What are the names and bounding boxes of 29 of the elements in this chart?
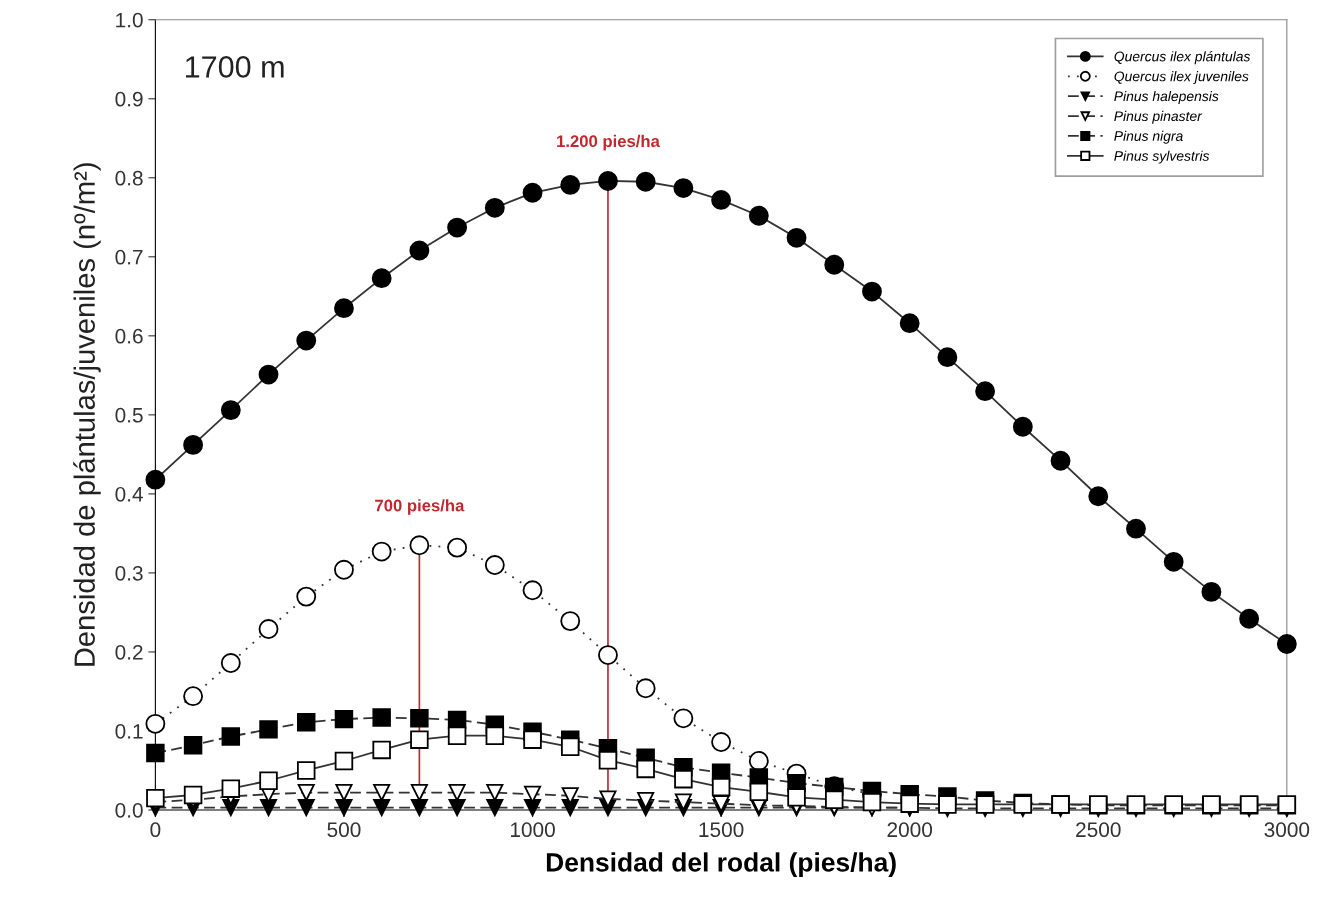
legend-label: Pinus pinaster	[1114, 110, 1203, 124]
legend-label: Pinus halepensis	[1114, 90, 1219, 104]
y-tick-label: 0.2	[115, 644, 143, 660]
x-tick-label: 1500	[699, 822, 744, 838]
y-tick-label: 0.9	[115, 91, 143, 107]
annotation: 1700 m	[185, 56, 284, 78]
y-tick-label: 0.3	[115, 565, 143, 581]
x-tick-label: 1000	[510, 822, 555, 838]
y-tick-label: 0.4	[115, 486, 143, 502]
legend-label: Pinus nigra	[1114, 130, 1183, 144]
y-tick-label: 0.7	[115, 249, 143, 265]
y-tick-label: 0.6	[115, 328, 143, 344]
y-tick-label: 0.5	[115, 407, 143, 423]
annotation: 700 pies/ha	[375, 499, 465, 515]
x-axis-title: Densidad del rodal (pies/ha)	[546, 852, 896, 877]
x-tick-label: 500	[327, 822, 361, 838]
y-tick-label: 1.0	[116, 12, 143, 28]
y-axis-title: Densidad de plántulas/juveniles (nº/m²)	[73, 163, 101, 666]
y-tick-label: 0.8	[115, 170, 143, 186]
legend-label: Quercus ilex plántulas	[1114, 51, 1251, 65]
y-tick-label: 0.1	[115, 723, 143, 739]
legend-label: Pinus sylvestris	[1114, 150, 1210, 164]
x-tick-label: 2500	[1076, 822, 1121, 838]
x-tick-label: 2000	[887, 822, 933, 838]
x-tick-label: 0	[150, 822, 161, 838]
legend-label: Quercus ilex juveniles	[1114, 71, 1249, 85]
x-tick-label: 3000	[1264, 822, 1310, 838]
annotation: 1.200 pies/ha	[557, 134, 660, 151]
y-tick-label: 0.0	[115, 802, 143, 818]
